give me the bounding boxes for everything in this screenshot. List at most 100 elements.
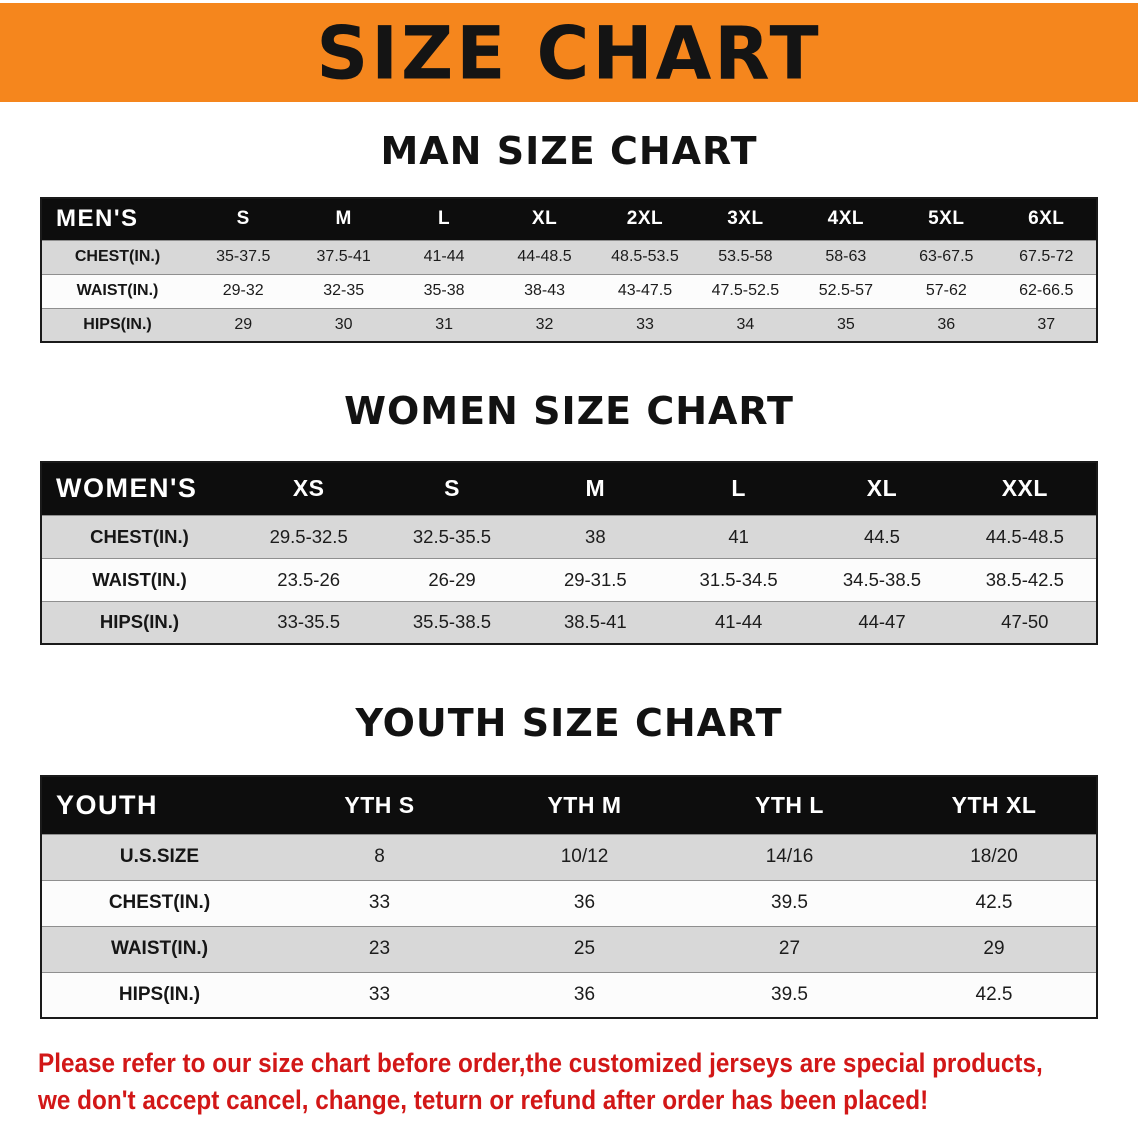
size-cell: 57-62 [925, 282, 967, 299]
size-cell: 14/16 [765, 846, 814, 867]
size-cell: 33-35.5 [277, 611, 341, 633]
size-cell: 52.5-57 [818, 282, 873, 299]
size-cell: 44-47 [858, 611, 906, 633]
size-cell: 25 [573, 938, 596, 959]
size-cell: 27 [778, 938, 801, 959]
size-cell: 58-63 [825, 248, 867, 265]
size-cell: 38.5-42.5 [985, 568, 1064, 590]
youth-table-row: WAIST(IN.) 23 25 27 29 [41, 926, 1097, 972]
women-size-chart-section: WOMEN SIZE CHART WOMEN'S XS S M L XL XXL CHEST(I… [0, 389, 1138, 645]
size-cell: 63-67.5 [919, 248, 974, 265]
size-cell: 35-38 [423, 282, 465, 299]
men-size-chart-section: MAN SIZE CHART MEN'S S M L XL 2XL 3XL 4XL 5XL 6XL C… [0, 129, 1138, 343]
size-cell: 35 [836, 315, 855, 333]
row-label: CHEST(IN.) [90, 525, 189, 547]
youth-table-row: U.S.SIZE 8 10/12 14/16 18/20 [41, 834, 1097, 880]
size-cell: 48.5-53.5 [611, 248, 679, 265]
men-col-header: S [193, 198, 294, 240]
size-cell: 33 [368, 892, 391, 913]
size-cell: 37 [1037, 315, 1056, 333]
size-cell: 29-32 [222, 282, 264, 299]
size-cell: 31.5-34.5 [699, 568, 778, 590]
disclaimer-line-2: we don't accept cancel, change, teturn o… [38, 1085, 929, 1116]
men-table-row: CHEST(IN.) 35-37.5 37.5-41 41-44 44-48.5 48.5… [41, 240, 1097, 274]
size-cell: 47.5-52.5 [711, 282, 780, 299]
women-col-header: S [380, 462, 524, 515]
size-cell: 44.5-48.5 [985, 525, 1064, 547]
women-col-header: L [666, 462, 811, 515]
row-label: HIPS(IN.) [99, 611, 180, 633]
size-cell: 47-50 [1001, 611, 1049, 633]
size-cell: 33 [636, 315, 654, 333]
women-col-header: M [523, 462, 667, 515]
women-table-row: HIPS(IN.) 33-35.5 35.5-38.5 38.5-41 41-44 44-… [41, 601, 1097, 644]
women-table-row: CHEST(IN.) 29.5-32.5 32.5-35.5 38 41 44.5 44.5… [41, 515, 1097, 558]
men-col-header: 6XL [996, 198, 1097, 240]
size-cell: 37.5-41 [316, 248, 371, 265]
size-cell: 41-44 [423, 248, 465, 265]
size-cell: 44-48.5 [517, 248, 572, 265]
men-col-header: XL [494, 198, 595, 240]
women-table-row: WAIST(IN.) 23.5-26 26-29 29-31.5 31.5-34.5 34… [41, 558, 1097, 601]
men-table-title: MEN'S [41, 198, 193, 240]
size-cell: 43-47.5 [617, 282, 673, 299]
size-cell: 36 [573, 892, 596, 913]
size-cell: 32.5-35.5 [412, 525, 492, 547]
size-cell: 62-66.5 [1019, 282, 1074, 299]
youth-col-header: YTH XL [892, 776, 1097, 834]
size-cell: 32-35 [323, 282, 365, 299]
women-section-heading: WOMEN SIZE CHART [344, 389, 794, 433]
women-col-header: XXL [953, 462, 1097, 515]
size-cell: 42.5 [975, 892, 1013, 913]
size-cell: 38-43 [524, 282, 565, 299]
women-size-table: WOMEN'S XS S M L XL XXL CHEST(IN.) 29.5-32.5 32.5… [40, 461, 1098, 645]
size-cell: 41 [728, 525, 749, 547]
men-size-table: MEN'S S M L XL 2XL 3XL 4XL 5XL 6XL CHEST(IN.) 35-37… [40, 197, 1098, 343]
size-cell: 29-31.5 [563, 568, 627, 590]
row-label: WAIST(IN.) [110, 938, 209, 959]
youth-table-row: CHEST(IN.) 33 36 39.5 42.5 [41, 880, 1097, 926]
row-label: WAIST(IN.) [92, 568, 187, 590]
men-col-header: 4XL [795, 198, 897, 240]
size-cell: 29.5-32.5 [269, 525, 348, 547]
men-col-header: 5XL [896, 198, 997, 240]
youth-col-header: YTH L [687, 776, 892, 834]
size-cell: 67.5-72 [1019, 248, 1074, 265]
row-label: HIPS(IN.) [118, 983, 201, 1005]
women-col-header: XL [810, 462, 954, 515]
women-col-header: XS [237, 462, 381, 515]
banner-title: SIZE CHART [316, 9, 822, 96]
size-cell: 29 [983, 938, 1005, 959]
size-cell: 10/12 [560, 846, 609, 867]
men-col-header: L [393, 198, 495, 240]
row-label: WAIST(IN.) [76, 282, 159, 299]
youth-col-header: YTH S [277, 776, 482, 834]
men-header-row: MEN'S S M L XL 2XL 3XL 4XL 5XL 6XL [41, 198, 1097, 240]
youth-section-heading: YOUTH SIZE CHART [355, 701, 783, 745]
size-cell: 44.5 [863, 525, 900, 547]
size-cell: 35.5-38.5 [412, 611, 492, 633]
size-cell: 32 [535, 315, 554, 333]
size-cell: 38.5-41 [563, 611, 627, 633]
row-label: CHEST(IN.) [108, 892, 211, 913]
row-label: HIPS(IN.) [83, 315, 152, 333]
size-cell: 53.5-58 [718, 248, 773, 265]
women-header-row: WOMEN'S XS S M L XL XXL [41, 462, 1097, 515]
size-cell: 23.5-26 [277, 568, 341, 590]
size-cell: 34 [736, 315, 755, 333]
men-col-header: 3XL [695, 198, 796, 240]
size-cell: 39.5 [771, 983, 808, 1005]
size-cell: 41-44 [714, 611, 763, 633]
size-cell: 29 [234, 315, 253, 333]
size-cell: 35-37.5 [216, 248, 271, 265]
row-label: U.S.SIZE [119, 846, 200, 867]
size-cell: 18/20 [970, 846, 1018, 867]
youth-size-table: YOUTH YTH S YTH M YTH L YTH XL U.S.SIZE 8 10/12… [40, 775, 1098, 1019]
men-col-header: 2XL [594, 198, 696, 240]
youth-table-title: YOUTH [41, 776, 277, 834]
men-section-heading: MAN SIZE CHART [380, 129, 758, 173]
youth-header-row: YOUTH YTH S YTH M YTH L YTH XL [41, 776, 1097, 834]
size-cell: 36 [573, 983, 596, 1005]
men-table-row: HIPS(IN.) 29 30 31 32 33 34 35 36 37 [41, 308, 1097, 342]
size-chart-sections: MAN SIZE CHART MEN'S S M L XL 2XL 3XL 4XL 5XL 6XL C… [0, 129, 1138, 1019]
